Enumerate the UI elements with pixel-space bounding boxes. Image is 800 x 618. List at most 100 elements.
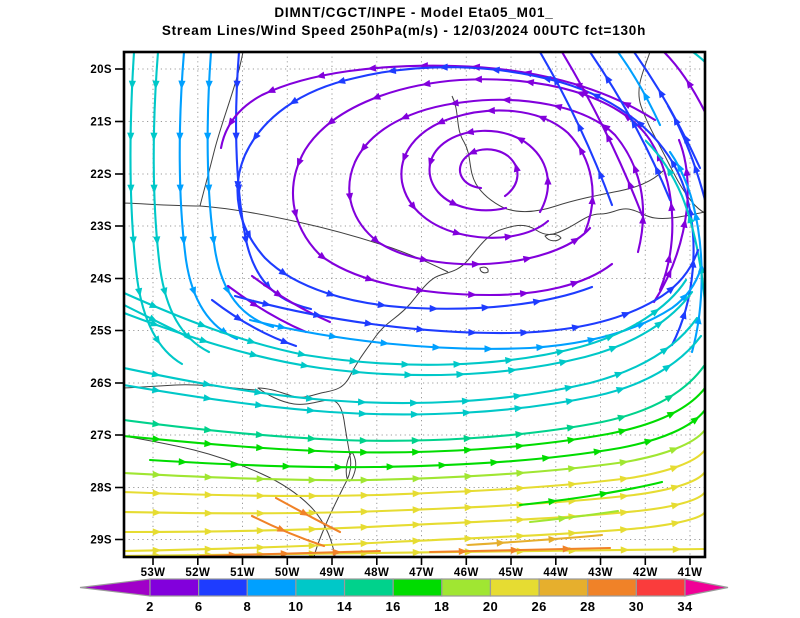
flow-arrow-icon: [555, 348, 566, 356]
flow-arrow-icon: [548, 498, 558, 506]
streamline: [691, 52, 705, 64]
flow-arrow-icon: [617, 414, 627, 422]
colorbar-value: 26: [531, 599, 546, 614]
streamline: [124, 448, 705, 498]
flow-arrow-icon: [687, 214, 695, 224]
flow-arrow-icon: [345, 192, 354, 202]
flow-arrow-icon: [593, 448, 603, 456]
flow-arrow-icon: [152, 335, 161, 345]
flow-arrow-icon: [364, 319, 374, 327]
flow-arrow-icon: [570, 280, 580, 288]
flow-arrow-icon: [571, 324, 581, 332]
flow-arrow-icon: [452, 228, 462, 236]
flow-arrow-icon: [636, 322, 646, 330]
wind-speed-colorbar: 2 6 8 10 14 16 18 20 26 28 30 34: [79, 578, 729, 614]
flow-arrow-icon: [467, 147, 478, 155]
flow-arrow-icon: [490, 66, 500, 74]
streamline: [124, 547, 705, 557]
flow-arrow-icon: [464, 504, 474, 512]
streamline: [178, 52, 239, 341]
flow-arrow-icon: [618, 428, 628, 436]
streamline: [236, 66, 695, 347]
flow-arrow-icon: [510, 546, 520, 554]
flow-arrow-icon: [544, 175, 552, 185]
flow-arrow-icon: [558, 359, 569, 367]
flow-arrow-icon: [680, 218, 688, 229]
flow-arrow-icon: [241, 235, 249, 245]
coastline-border: [257, 208, 706, 558]
flow-arrow-icon: [669, 447, 679, 455]
flow-arrow-icon: [249, 350, 259, 358]
flow-arrow-icon: [421, 79, 431, 87]
flow-arrow-icon: [254, 388, 264, 396]
chart-title: DIMNT/CGCT/INPE - Model Eta05_M01_: [274, 5, 553, 20]
flow-arrow-icon: [668, 201, 676, 212]
axis-labels: 20S 21S 22S 23S 24S 25S 26S 27S 28S 29S 53W 52W 51W 5…: [90, 64, 702, 579]
lon-label: 43W: [588, 567, 613, 579]
flow-arrow-icon: [588, 195, 596, 205]
flow-arrow-icon: [256, 475, 266, 483]
flow-arrow-icon: [204, 132, 212, 142]
flow-arrow-icon: [152, 435, 162, 443]
flow-arrow-icon: [620, 546, 630, 554]
colorbar-segment: [198, 578, 248, 597]
flow-arrow-icon: [308, 509, 318, 517]
flow-arrow-icon: [428, 157, 436, 167]
lat-label: 23S: [90, 221, 112, 233]
colorbar-value: 20: [483, 599, 498, 614]
colorbar-value: 28: [580, 599, 595, 614]
flow-arrow-icon: [694, 315, 702, 325]
flow-arrow-icon: [127, 132, 135, 142]
flow-arrow-icon: [204, 509, 214, 517]
flow-arrow-icon: [278, 267, 288, 276]
flow-arrow-icon: [664, 253, 672, 264]
streamline: [528, 509, 620, 524]
flow-arrow-icon: [643, 91, 651, 101]
flow-arrow-icon: [615, 387, 626, 394]
flow-arrow-icon: [415, 286, 426, 294]
flow-arrow-icon: [148, 314, 158, 322]
flow-arrow-icon: [664, 394, 675, 403]
flow-arrow-icon: [432, 343, 442, 351]
flow-arrow-icon: [315, 71, 326, 79]
flow-arrow-icon: [622, 101, 632, 110]
colorbar-value: 2: [146, 599, 154, 614]
flow-arrow-icon: [670, 158, 678, 169]
flow-arrow-icon: [150, 132, 158, 142]
colorbar-value: 8: [243, 599, 251, 614]
flow-arrow-icon: [536, 343, 546, 352]
flow-arrow-icon: [249, 299, 259, 308]
flow-arrow-icon: [152, 420, 162, 428]
flow-arrow-icon: [686, 79, 695, 89]
flow-arrow-icon: [412, 490, 422, 498]
flow-arrow-icon: [308, 542, 318, 550]
flow-arrow-icon: [176, 132, 184, 142]
flow-arrow-icon: [464, 535, 474, 543]
flow-arrow-icon: [411, 437, 421, 445]
flow-arrow-icon: [204, 545, 214, 553]
streamline: [466, 533, 604, 547]
flow-arrow-icon: [677, 163, 685, 173]
colorbar-value: 14: [337, 599, 353, 614]
streamline: [124, 510, 705, 553]
flow-arrow-icon: [317, 251, 327, 261]
flow-arrow-icon: [349, 357, 359, 365]
flow-arrow-icon: [416, 325, 426, 333]
flow-arrow-icon: [328, 332, 338, 340]
flow-arrow-icon: [516, 136, 526, 145]
flow-arrow-icon: [254, 401, 265, 409]
streamline: [124, 364, 705, 442]
flow-arrow-icon: [234, 180, 242, 191]
streamline: [124, 490, 705, 534]
flow-arrow-icon: [358, 409, 368, 418]
streamline: [666, 104, 705, 202]
flow-arrow-icon: [332, 548, 342, 557]
streamline: [124, 428, 705, 482]
flow-arrow-icon: [266, 86, 276, 93]
flow-arrow-icon: [202, 380, 212, 388]
flow-arrow-icon: [516, 484, 526, 493]
flow-arrow-icon: [570, 237, 580, 246]
flow-arrow-icon: [204, 491, 214, 499]
flow-arrow-icon: [256, 492, 266, 500]
